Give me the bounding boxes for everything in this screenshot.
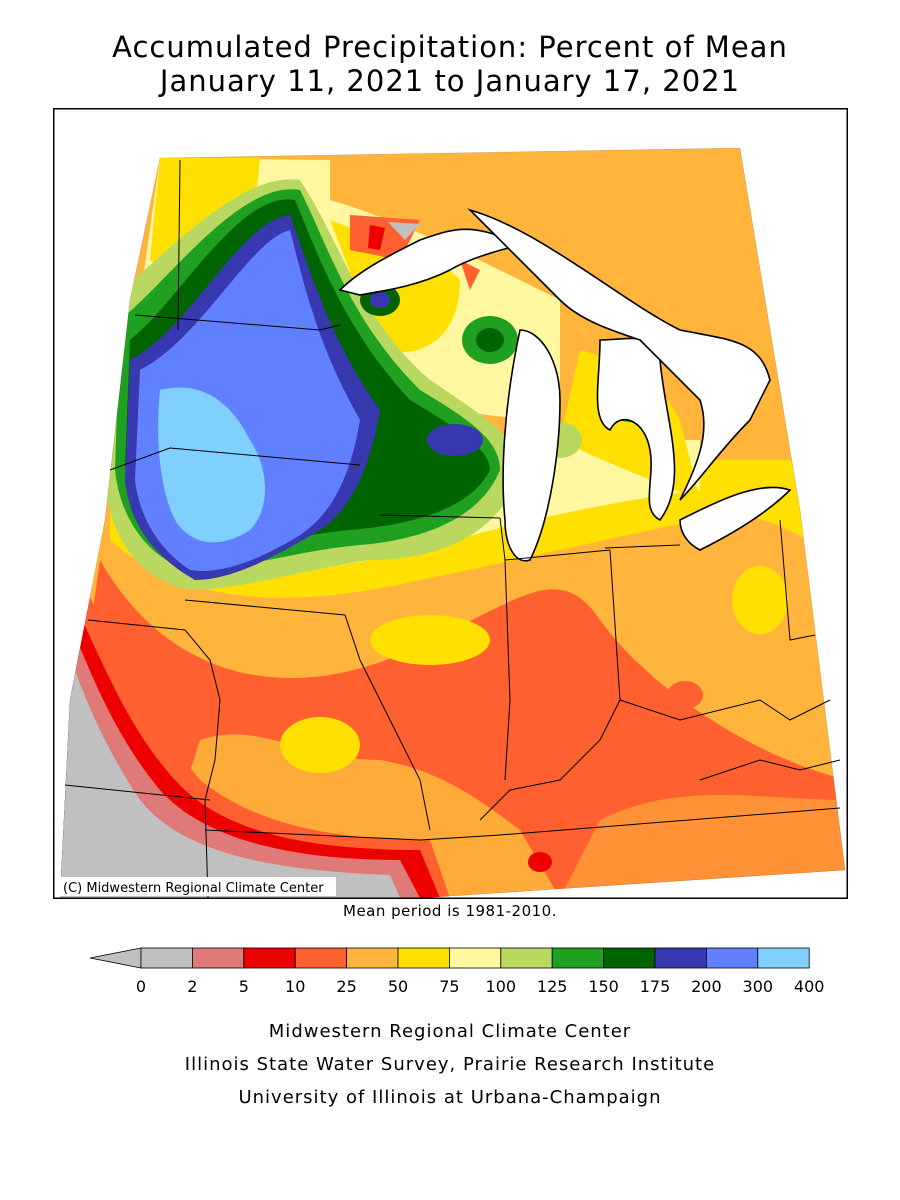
- credit-line-1: Midwestern Regional Climate Center: [268, 1021, 632, 1042]
- legend-tick-label: 25: [336, 977, 356, 996]
- legend-tick-label: 2: [187, 977, 197, 996]
- legend-swatch: [757, 947, 810, 969]
- legend-tick-label: 125: [537, 977, 568, 996]
- map-title: Accumulated Precipitation: Percent of Me…: [112, 30, 788, 64]
- legend-tick-label: 100: [486, 977, 517, 996]
- legend-swatch: [706, 947, 759, 969]
- legend-swatch: [192, 947, 245, 969]
- legend-tick-label: 175: [640, 977, 671, 996]
- legend-tick-label: 50: [388, 977, 408, 996]
- legend-tick-label: 300: [743, 977, 774, 996]
- legend-tick-label: 400: [794, 977, 825, 996]
- legend-tick-label: 10: [285, 977, 305, 996]
- legend-swatch: [346, 947, 399, 969]
- legend-swatch: [654, 947, 707, 969]
- credit-line-3: University of Illinois at Urbana-Champai…: [238, 1087, 662, 1108]
- mean-period-note: Mean period is 1981-2010.: [343, 902, 557, 920]
- legend-swatch: [397, 947, 450, 969]
- color-legend: 0 2 5 10 25 50 75 100 125 150 175 200 300 400: [89, 947, 825, 996]
- legend-swatch: [294, 947, 347, 969]
- legend-swatch: [500, 947, 553, 969]
- credit-line-2: Illinois State Water Survey, Prairie Res…: [184, 1054, 716, 1075]
- legend-tick-label: 0: [136, 977, 146, 996]
- legend-swatch: [603, 947, 656, 969]
- legend-tick-label: 150: [588, 977, 619, 996]
- legend-tick-label: 5: [239, 977, 249, 996]
- legend-tick-label: 75: [439, 977, 459, 996]
- precipitation-map: (C) Midwestern Regional Climate Center: [53, 108, 848, 899]
- state-boundaries: [64, 159, 841, 899]
- legend-swatch: [551, 947, 605, 969]
- lakes-and-canada: [338, 208, 792, 562]
- legend-bar: [89, 947, 810, 969]
- legend-ticks: 0 2 5 10 25 50 75 100 125 150 175 200 300 400: [136, 977, 825, 996]
- legend-swatch: [140, 947, 193, 969]
- legend-swatch: [448, 947, 502, 969]
- legend-swatch: [243, 947, 296, 969]
- copyright-label: (C) Midwestern Regional Climate Center: [63, 881, 324, 896]
- legend-underflow-arrow: [89, 947, 142, 969]
- legend-tick-label: 200: [691, 977, 722, 996]
- map-date-range: January 11, 2021 to January 17, 2021: [159, 64, 741, 98]
